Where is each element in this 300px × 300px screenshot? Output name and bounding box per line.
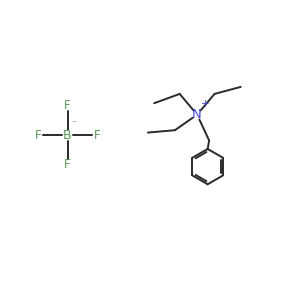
Text: F: F [94, 129, 100, 142]
Text: B: B [63, 129, 72, 142]
Text: F: F [64, 158, 71, 171]
Text: ⁻: ⁻ [72, 119, 77, 129]
Text: F: F [64, 99, 71, 112]
Text: N: N [192, 108, 202, 121]
Text: +: + [201, 99, 210, 109]
Text: F: F [35, 129, 41, 142]
